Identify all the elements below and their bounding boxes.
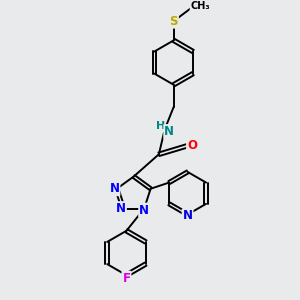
Text: N: N xyxy=(110,182,119,195)
Text: S: S xyxy=(169,15,178,28)
Text: F: F xyxy=(122,272,130,285)
Text: CH₃: CH₃ xyxy=(190,1,210,11)
Text: O: O xyxy=(187,139,197,152)
Text: N: N xyxy=(183,209,193,223)
Text: N: N xyxy=(139,204,149,217)
Text: H: H xyxy=(156,121,165,131)
Text: N: N xyxy=(164,125,174,138)
Text: N: N xyxy=(116,202,126,215)
